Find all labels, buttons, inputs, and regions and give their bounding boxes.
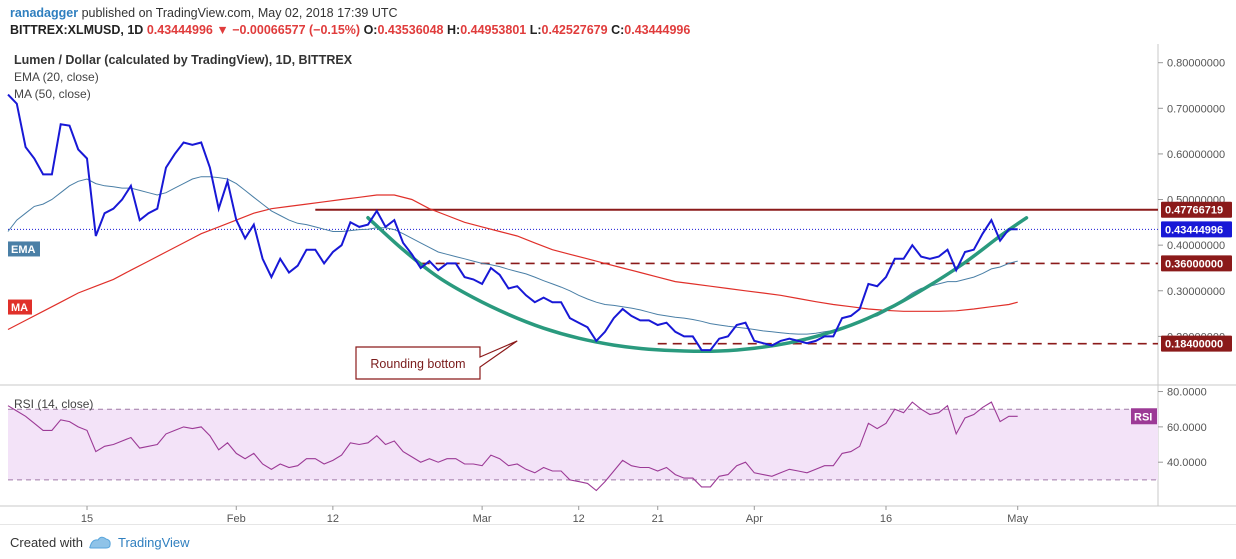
ema-series-tag: EMA	[11, 244, 36, 256]
publish-text: published on TradingView.com, May 02, 20…	[81, 6, 398, 20]
close-value: 0.43444996	[624, 23, 691, 37]
legend-entry: EMA (20, close)	[14, 70, 99, 84]
rsi-axis-tick-label: 60.0000	[1167, 422, 1207, 434]
created-with-label: Created with	[10, 535, 83, 550]
ema-series-tag-box	[8, 241, 40, 257]
rounding-bottom-curve	[366, 216, 1029, 354]
price-axis-tick-label: 0.60000000	[1167, 149, 1225, 161]
price-change: ▼ −0.00066577 (−0.15%)	[216, 23, 361, 37]
price-tag-label: 0.36000000	[1165, 258, 1223, 270]
legend-entry: MA (50, close)	[14, 87, 91, 101]
open-label: O:	[363, 23, 378, 37]
low-label: L:	[529, 23, 542, 37]
time-axis-tick-label: Mar	[473, 513, 492, 524]
price-axis-tick-label: 0.70000000	[1167, 103, 1225, 115]
rsi-axis-tick-label: 80.0000	[1167, 387, 1207, 399]
price-axis-tick-label: 0.40000000	[1167, 240, 1225, 252]
price-axis-tick-label: 0.80000000	[1167, 58, 1225, 70]
footer-bar: Created with TradingView	[0, 524, 1236, 559]
chart-header: ranadagger published on TradingView.com,…	[0, 0, 1236, 44]
price-line	[7, 93, 1018, 352]
ohlc-line: BITTREX:XLMUSD, 1D 0.43444996 ▼ −0.00066…	[10, 23, 690, 37]
ma-series-tag: MA	[11, 302, 28, 314]
time-axis-tick-label: 15	[81, 513, 93, 524]
rsi-axis-tick-label: 40.0000	[1167, 457, 1207, 469]
price-tag-box	[1161, 221, 1232, 238]
time-axis-tick-label: Apr	[746, 513, 763, 524]
tradingview-brand-link[interactable]: TradingView	[118, 535, 190, 550]
last-price: 0.43444996	[146, 23, 213, 37]
publish-info: ranadagger published on TradingView.com,…	[10, 6, 398, 20]
time-axis-tick-label: May	[1007, 513, 1028, 524]
price-tag-label: 0.43444996	[1165, 224, 1223, 236]
price-tag-box	[1161, 255, 1232, 272]
chart-area[interactable]: 0.200000000.300000000.400000000.50000000…	[0, 44, 1236, 524]
tradingview-logo-icon[interactable]	[88, 534, 112, 550]
rsi-legend: RSI (14, close)	[14, 397, 93, 411]
rsi-band-fill	[8, 409, 1158, 480]
rsi-series-tag: RSI	[1134, 411, 1152, 423]
high-label: H:	[447, 23, 461, 37]
time-axis-tick-label: 21	[652, 513, 664, 524]
ma-series-tag-box	[8, 299, 32, 315]
symbol-label: BITTREX:XLMUSD, 1D	[10, 23, 144, 37]
annotation-callout-box	[355, 340, 518, 380]
time-axis-tick-label: Feb	[227, 513, 246, 524]
price-axis-tick-label: 0.30000000	[1167, 286, 1225, 298]
low-value: 0.42527679	[541, 23, 608, 37]
close-label: C:	[611, 23, 625, 37]
price-tag-label: 0.47766719	[1165, 205, 1223, 217]
rsi-line	[7, 401, 1018, 492]
price-tag-box	[1161, 201, 1232, 218]
price-pane[interactable]: 0.200000000.300000000.400000000.50000000…	[0, 44, 1236, 506]
rsi-pane[interactable]: 40.0000 60.0000 80.0000 RSI (14, close) RSI	[7, 387, 1207, 492]
time-axis-tick-label: 12	[573, 513, 585, 524]
annotation-rounding-bottom: Rounding bottom	[370, 357, 465, 371]
time-axis[interactable]: 15 Feb 12 Mar 12 21 Apr 16 May	[0, 505, 1236, 524]
author-link[interactable]: ranadagger	[10, 6, 79, 20]
price-tag-box	[1161, 335, 1232, 352]
time-axis-tick-label: 12	[327, 513, 339, 524]
chart-title: Lumen / Dollar (calculated by TradingVie…	[14, 53, 353, 67]
price-tag-label: 0.18400000	[1165, 339, 1223, 351]
high-value: 0.44953801	[460, 23, 527, 37]
rsi-series-tag-box	[1131, 408, 1157, 425]
open-value: 0.43536048	[377, 23, 444, 37]
time-axis-tick-label: 16	[880, 513, 892, 524]
ma-50-line	[7, 194, 1018, 331]
